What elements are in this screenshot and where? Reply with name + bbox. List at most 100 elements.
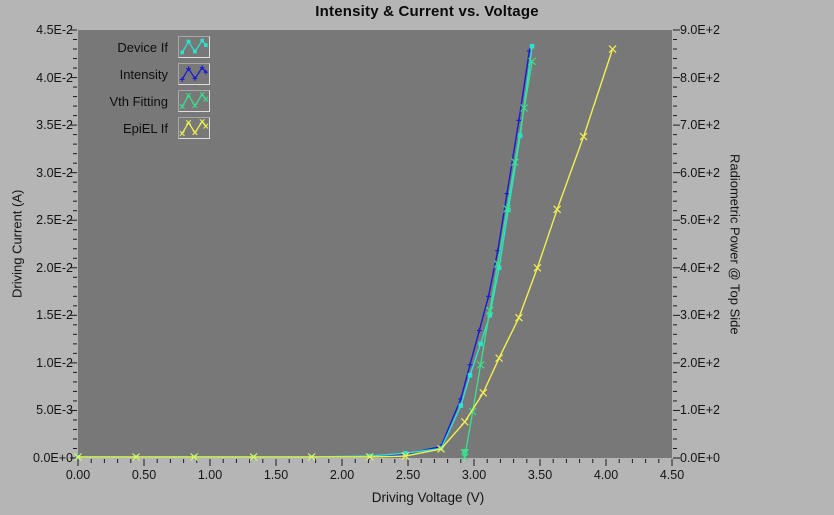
marker-x [579,132,588,141]
marker-plus [192,76,198,81]
right-tick-label: 6.0E+2 [680,165,720,180]
marker-square [200,38,204,43]
x-tick-label: 1.00 [197,468,223,482]
marker-square [478,341,483,347]
marker-x [192,129,198,136]
x-tick-label: 2.50 [395,468,421,482]
right-tick-label: 3.0E+2 [680,308,720,323]
marker-x [401,452,410,461]
plot-background [78,30,672,458]
marker-square [180,50,184,55]
marker-x [185,92,192,99]
marker-x [74,453,82,461]
marker-x [185,119,192,126]
marker-square [204,43,208,47]
left-axis-title: Driving Current (A) [9,189,25,299]
legend-row-vth-fitting[interactable]: Vth Fitting [78,90,210,112]
marker-plus [179,77,185,82]
marker-x [365,453,374,461]
legend: Device If Intensity Vth Fitting EpiEL If [78,36,210,144]
marker-square [186,39,191,44]
marker-square [517,133,523,138]
left-tick-label: 0.0E+0 [33,451,73,465]
legend-label: Vth Fitting [109,93,168,109]
marker-x [528,57,537,66]
chart-title: Intensity & Current vs. Voltage [315,3,539,20]
marker-x [437,445,445,453]
x-tick-label: 0.00 [65,468,91,482]
marker-plus [203,69,209,75]
legend-row-device-if[interactable]: Device If [78,36,210,58]
marker-x [510,158,519,167]
marker-x [199,91,205,98]
left-tick-label: 3.0E-2 [36,165,73,180]
marker-x [132,453,141,461]
marker-x [608,45,617,53]
marker-plus [476,328,482,334]
marker-x [249,453,258,461]
left-tick-label: 5.0E-3 [36,403,73,418]
marker-plus [186,66,191,71]
left-tick-label: 1.0E-2 [36,355,73,370]
marker-x [479,388,488,397]
marker-x [307,453,316,461]
series-line-epiel-if [78,48,614,458]
legend-row-epiel-if[interactable]: EpiEL If [78,117,210,139]
right-tick-label: 8.0E+2 [680,70,720,85]
x-tick-label: 4.00 [593,468,619,482]
marker-plus [199,65,205,70]
x-tick-label: 3.00 [461,468,487,482]
legend-label: EpiEL If [122,120,168,136]
left-tick-label: 1.5E-2 [36,308,73,323]
legend-swatch-icon[interactable] [178,63,210,85]
left-tick-label: 4.5E-2 [36,23,73,37]
marker-square [193,49,197,54]
marker-x [179,103,185,110]
x-tick-label: 4.50 [659,468,685,482]
marker-x [199,118,205,125]
marker-x [485,306,494,315]
legend-label: Intensity [119,66,168,82]
right-axis-title: Radiometric Power @ Top Side [727,153,743,335]
legend-swatch-icon[interactable] [178,117,210,139]
marker-x [460,417,469,426]
marker-x [520,104,529,112]
marker-x [190,453,199,461]
marker-x [192,102,198,109]
right-tick-label: 1.0E+2 [680,403,720,418]
legend-row-intensity[interactable]: Intensity [78,63,210,85]
marker-square [367,453,372,459]
right-tick-label: 2.0E+2 [680,355,720,370]
marker-x [514,313,523,322]
left-tick-label: 2.0E-2 [36,260,73,275]
marker-x [476,360,485,369]
marker-square [487,313,493,318]
x-tick-label: 2.00 [329,468,355,482]
right-tick-label: 0.0E+0 [680,451,720,465]
right-tick-label: 7.0E+2 [680,118,720,133]
marker-x [495,354,504,363]
marker-plus [516,117,522,123]
x-axis-title: Driving Voltage (V) [371,490,485,505]
marker-plus [486,293,492,299]
legend-label: Device If [117,39,168,55]
vth-arrow-marker [460,449,469,458]
marker-square [496,265,502,271]
marker-square [458,403,464,408]
left-tick-label: 2.5E-2 [36,213,73,228]
marker-square [529,43,535,49]
legend-swatch-icon[interactable] [178,90,210,112]
right-tick-label: 5.0E+2 [680,213,720,228]
right-tick-label: 9.0E+2 [680,23,720,37]
marker-plus [467,362,473,368]
x-tick-label: 1.50 [263,468,289,482]
marker-plus [504,191,510,197]
left-tick-label: 4.0E-2 [36,70,73,85]
left-tick-label: 3.5E-2 [36,118,73,133]
marker-x [203,123,209,129]
marker-x [553,205,562,214]
right-tick-label: 4.0E+2 [680,260,720,275]
marker-square [467,373,473,378]
legend-swatch-icon[interactable] [178,36,210,58]
